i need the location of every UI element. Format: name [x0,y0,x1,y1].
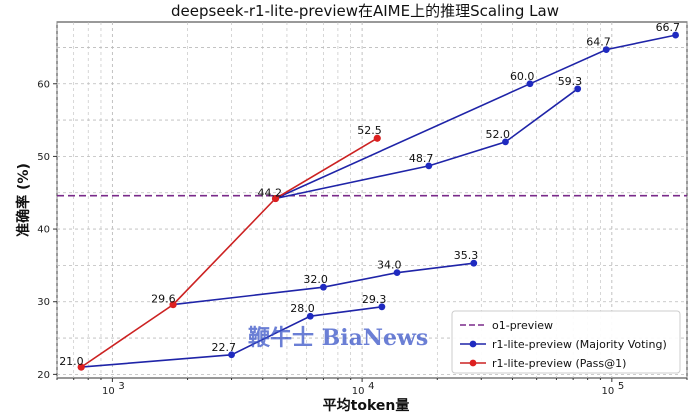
y-tick-label: 30 [37,297,50,308]
data-labels: 21.0 22.7 28.0 29.3 29.6 32.0 34.0 35.3 44.2 48.7… [59,21,680,368]
chart-title: deepseek-r1-lite-preview在AIME上的推理Scaling… [171,2,559,20]
data-label: 34.0 [377,259,402,272]
y-tick-label: 50 [37,152,50,163]
data-label: 64.7 [586,36,611,49]
data-label: 60.0 [510,70,535,83]
data-label: 59.3 [558,75,583,88]
data-label: 48.7 [409,152,434,165]
data-label: 66.7 [656,21,681,34]
legend-label: r1-lite-preview (Pass@1) [492,357,626,370]
data-label: 32.0 [303,273,328,286]
x-tick-label: 10 [601,386,614,397]
pass1-point [77,363,85,371]
x-axis-label: 平均token量 [323,397,410,414]
y-axis-ticks: 20 30 40 50 60 [37,79,57,381]
pass1-line [80,137,378,368]
legend-entries: o1-preview r1-lite-preview (Majority Voti… [460,319,667,370]
majority-voting-point [320,283,327,291]
legend: o1-preview r1-lite-preview (Majority Voti… [451,310,681,374]
y-tick-label: 20 [37,370,50,381]
x-tick-label: 10 [352,386,365,397]
majority-voting-point [672,31,679,39]
legend-swatch-dot [469,340,477,348]
majority-voting-point [574,85,582,93]
majority-voting-line-low [81,306,383,368]
data-label: 29.3 [362,293,387,306]
watermark: 鞭牛士 BiaNews [248,325,428,351]
data-label: 35.3 [454,249,479,262]
legend-label: o1-preview [492,319,553,332]
pass1-point [169,301,177,309]
x-tick-exponent: 5 [618,381,624,392]
majority-voting-line-mid [173,262,474,306]
legend-swatch-dot [469,359,477,367]
y-tick-label: 40 [37,225,50,236]
pass1-point [271,194,280,203]
data-label: 28.0 [290,302,315,315]
data-label: 29.6 [151,293,176,306]
x-tick-exponent: 4 [368,381,374,392]
x-tick-exponent: 3 [118,381,124,392]
majority-voting-line-high [275,88,579,200]
x-tick-label: 10 [102,386,115,397]
majority-voting-point [425,162,433,170]
data-label: 22.7 [212,341,237,354]
legend-label: r1-lite-preview (Majority Voting) [492,338,667,351]
data-label: 44.2 [258,187,283,200]
majority-voting-line-top [275,34,676,200]
series-lines [80,34,676,368]
data-label: 52.0 [485,128,510,141]
data-label: 21.0 [59,355,84,368]
legend-box [451,310,681,374]
majority-voting-point [470,259,478,267]
data-label: 52.5 [357,124,382,137]
plot-area: 21.0 22.7 28.0 29.3 29.6 32.0 34.0 35.3 44.2 48.7… [56,21,688,379]
y-axis-label: 准确率 (%) [15,163,32,237]
majority-voting-point [502,138,509,146]
x-axis-ticks: 10 3 10 4 10 5 [56,378,688,397]
majority-voting-point [228,351,235,359]
majority-voting-point [393,269,401,277]
majority-voting-point [306,312,314,320]
pass1-point [373,134,381,142]
majority-voting-point [602,46,610,54]
y-tick-label: 60 [37,79,50,90]
majority-voting-point [526,80,534,88]
majority-voting-point [378,303,386,311]
series-markers [77,31,679,371]
